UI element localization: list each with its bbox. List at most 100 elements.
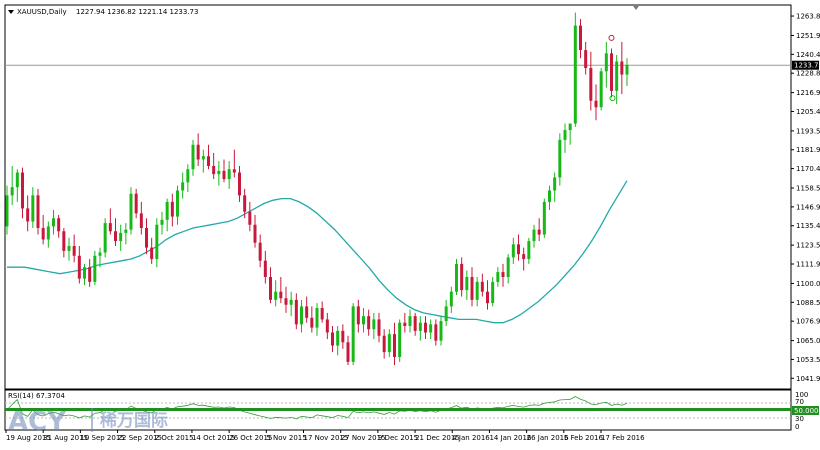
candle-body (103, 223, 107, 253)
candle-body (356, 306, 360, 325)
candle-body (139, 213, 143, 229)
candle-body (455, 263, 458, 292)
candle-body (517, 244, 520, 255)
time-tick-label: 4 Jan 2016 (452, 434, 490, 442)
main-panel-frame (4, 4, 792, 390)
fractal-down-marker (609, 95, 616, 102)
candle-body (57, 218, 61, 232)
candle-body (496, 272, 500, 282)
candle-body (320, 308, 324, 320)
candle-body (300, 306, 303, 325)
rsi-label: RSI(14) 67.3704 (8, 392, 65, 400)
candle-body (232, 169, 236, 173)
time-tick-label: 5 Nov 2015 (266, 434, 306, 442)
candle-body (532, 229, 536, 242)
time-tick-label: 9 Dec 2015 (378, 434, 418, 442)
candle-body (21, 172, 24, 209)
candle-body (263, 260, 267, 277)
candle-body (367, 316, 371, 330)
candle-body (305, 306, 309, 318)
candle-body (294, 299, 298, 325)
candle-body (465, 276, 469, 291)
candle-body (418, 322, 422, 331)
candle-body (186, 169, 190, 183)
time-tick-label: 21 Dec 2015 (415, 434, 460, 442)
candle-body (568, 123, 572, 131)
candle-body (258, 242, 262, 261)
price-tick-label: 1263.85 (796, 13, 820, 21)
candle-body (279, 291, 283, 299)
candle-body (253, 224, 257, 243)
time-tick-label: 22 Sep 2015 (118, 434, 162, 442)
candle-body (217, 170, 221, 175)
time-tick-label: 17 Nov 2015 (304, 434, 349, 442)
candle-body (170, 201, 174, 217)
candle-body (336, 330, 340, 346)
candle-body (134, 193, 138, 214)
candle-body (222, 170, 226, 180)
candle-body (108, 223, 112, 232)
candle-body (62, 231, 66, 251)
panel-menu-triangle-icon[interactable] (8, 10, 14, 14)
candle-body (553, 177, 557, 191)
candle-body (351, 306, 355, 362)
time-tick-label: 14 Jan 2016 (489, 434, 532, 442)
candle-body (93, 255, 97, 282)
candle-body (5, 195, 9, 227)
ohlc-readout: 1227.94 1236.82 1221.14 1233.73 (76, 8, 198, 16)
candle-body (362, 316, 365, 325)
candle-body (511, 244, 515, 258)
candle-body (429, 324, 433, 333)
candle-body (615, 61, 619, 91)
candle-body (155, 224, 159, 260)
candle-body (563, 130, 567, 140)
price-tick-label: 1111.95 (796, 261, 820, 269)
time-tick-label: 26 Oct 2015 (229, 434, 272, 442)
candle-body (475, 281, 479, 300)
candle-body (243, 195, 247, 212)
price-tick-label: 1088.50 (796, 299, 820, 307)
symbol-label: XAUUSD,Daily (17, 8, 67, 16)
candle-body (46, 226, 50, 240)
price-tick-label: 1076.95 (796, 318, 820, 326)
candle-body (36, 195, 40, 229)
candle-body (610, 53, 613, 91)
candle-body (439, 321, 443, 341)
candle-body (346, 342, 350, 362)
candle-body (10, 187, 14, 196)
candle-body (449, 291, 453, 307)
moving-average (7, 180, 628, 324)
time-tick-label: 2 Oct 2015 (155, 434, 194, 442)
candle-body (145, 228, 148, 248)
candle-body (83, 267, 86, 279)
candle-body (52, 218, 55, 227)
price-tick-label: 1216.95 (796, 89, 820, 97)
candle-body (491, 281, 495, 304)
price-tick-label: 1181.95 (796, 146, 820, 154)
candle-body (522, 254, 526, 260)
price-axis: 1263.85 1251.95 1240.40 1228.85 1216.95 1205.… (791, 13, 820, 383)
candle-body (604, 53, 608, 72)
candle-body (589, 68, 593, 101)
candle-body (176, 190, 179, 217)
rsi-axis-0: 0 (795, 423, 799, 431)
chart-shift-marker-icon[interactable] (633, 6, 639, 10)
candle-body (114, 231, 117, 242)
time-tick-label: 31 Aug 2015 (43, 434, 88, 442)
candle-body (558, 139, 562, 178)
candle-body (573, 25, 577, 124)
time-tick-label: 19 Aug 2015 (6, 434, 51, 442)
candle-body (398, 322, 402, 357)
rsi-level-tag (792, 406, 819, 415)
candle-body (238, 172, 241, 196)
candle-body (72, 245, 76, 256)
candle-body (77, 255, 81, 279)
candle-body (31, 195, 35, 222)
candle-body (599, 71, 603, 108)
price-tick-label: 1041.95 (796, 375, 820, 383)
time-tick-label: 26 Jan 2016 (527, 434, 570, 442)
time-tick-label: 14 Oct 2015 (192, 434, 235, 442)
candle-body (393, 334, 396, 357)
